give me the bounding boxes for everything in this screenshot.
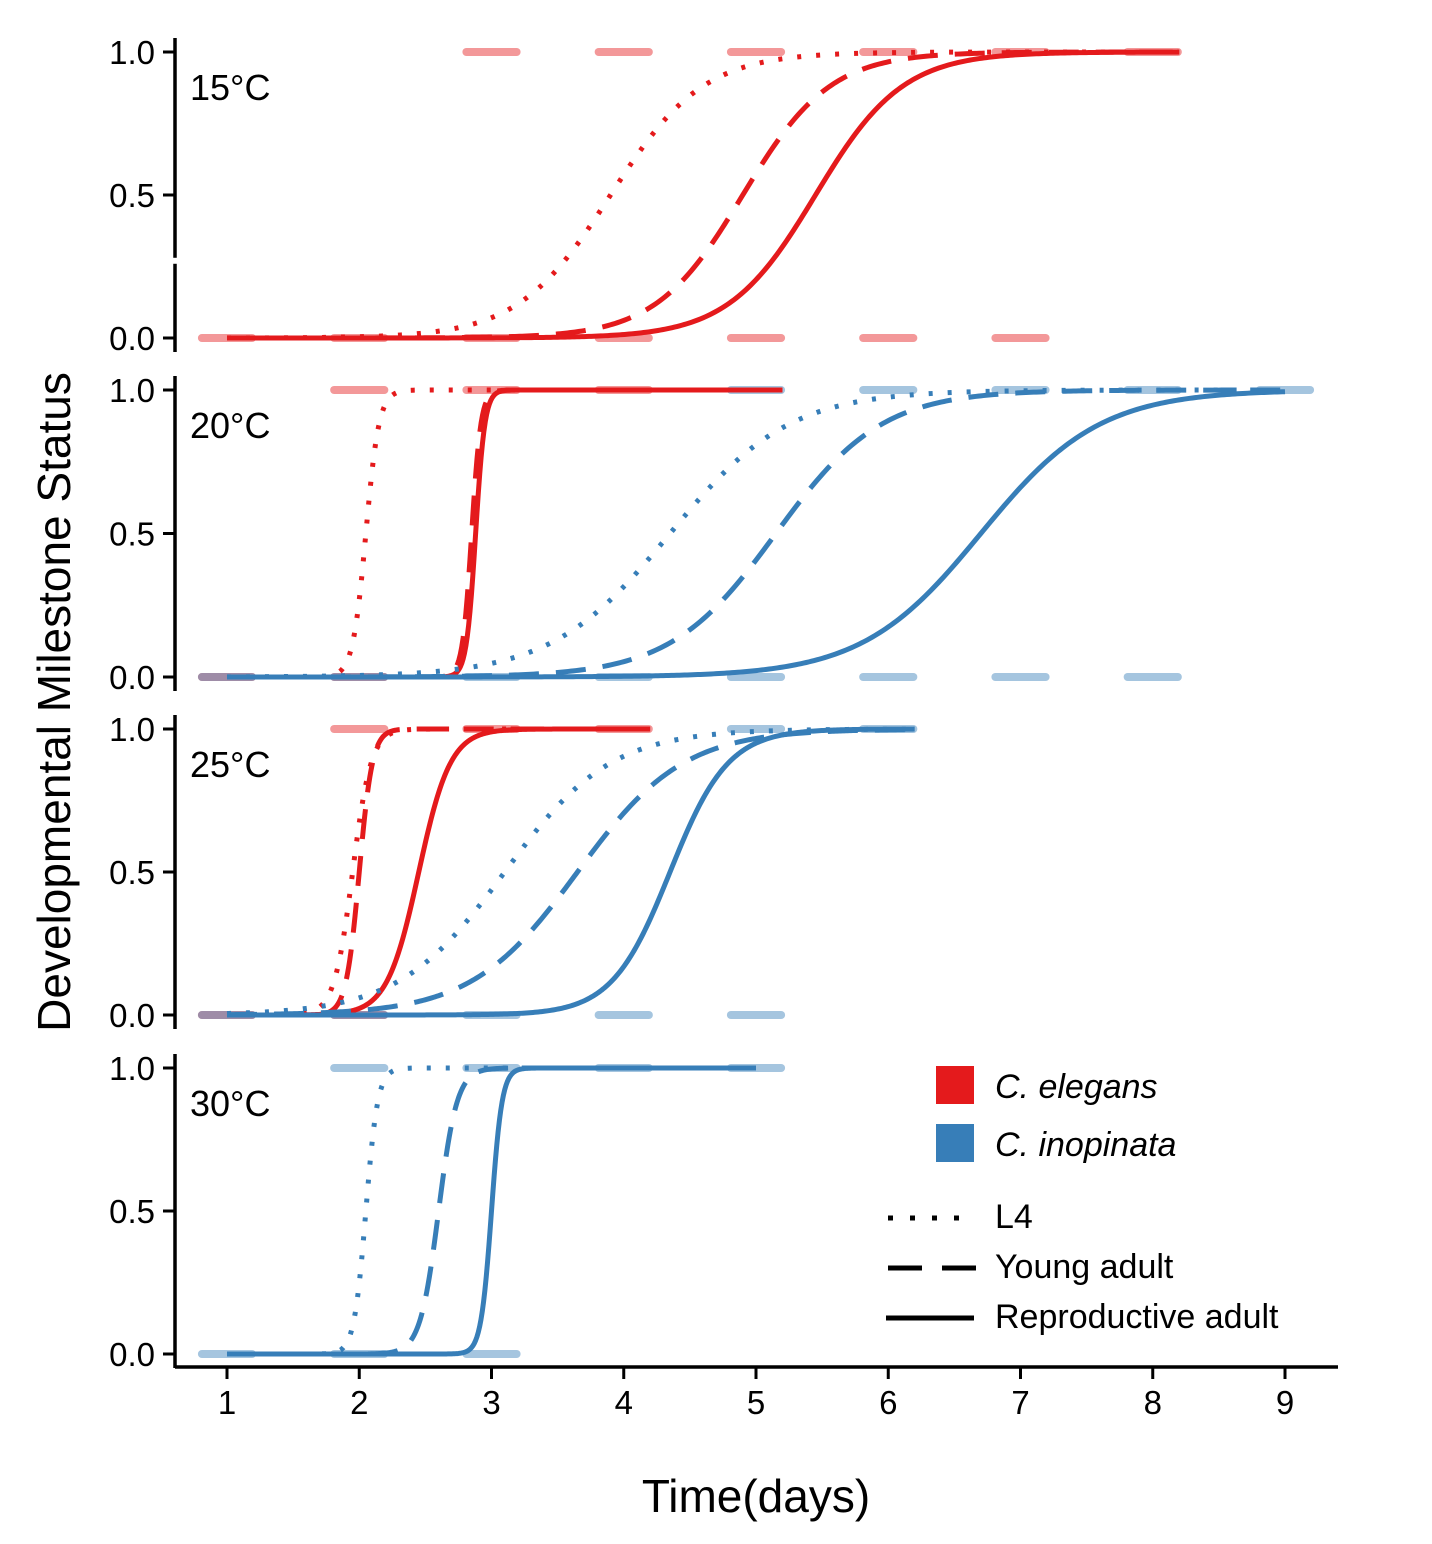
panel-label: 20°C <box>190 405 270 446</box>
x-tick-label: 2 <box>350 1384 368 1421</box>
series-c-inopinata-reproductive-adult <box>227 389 1286 680</box>
panels-layer: 0.00.51.015°C0.00.51.020°C0.00.51.025°C0… <box>109 34 1315 1373</box>
y-tick-label: 1.0 <box>109 711 155 748</box>
legend-label-young-adult: Young adult <box>995 1248 1174 1286</box>
observation-band <box>330 386 389 394</box>
y-tick-label: 1.0 <box>109 1050 155 1087</box>
observation-band <box>594 48 653 56</box>
legend-swatch-c-elegans <box>936 1066 974 1104</box>
y-tick-label: 1.0 <box>109 34 155 71</box>
x-axis: 1 2 3 4 5 6 7 8 9 <box>175 1365 1338 1421</box>
series-c-elegans-l4 <box>225 387 784 680</box>
y-axis-title: Developmental Milestone Status <box>28 372 80 1032</box>
series-c-elegans-l4 <box>226 49 1180 341</box>
x-tick-label: 9 <box>1276 1384 1294 1421</box>
series-c-inopinata-l4 <box>226 387 1285 680</box>
x-tick-label: 4 <box>615 1384 633 1421</box>
observation-band <box>726 1011 786 1019</box>
series-c-elegans-l4 <box>225 726 652 1018</box>
series-c-elegans-young-adult <box>225 387 784 680</box>
x-tick-label: 5 <box>747 1384 765 1421</box>
panel-label: 25°C <box>190 744 270 785</box>
observation-band <box>462 48 521 56</box>
series-c-inopinata-reproductive-adult <box>226 726 916 1018</box>
observation-band <box>991 673 1050 681</box>
observation-band <box>726 673 786 681</box>
series-c-elegans-reproductive-adult <box>226 49 1180 341</box>
observation-band <box>991 334 1050 342</box>
y-tick-label: 0.0 <box>109 320 155 357</box>
observation-band <box>330 725 389 733</box>
observation-band <box>594 1011 653 1019</box>
legend-label-c-inopinata: C. inopinata <box>995 1126 1176 1164</box>
x-tick-label: 6 <box>879 1384 897 1421</box>
series-c-inopinata-young-adult <box>226 726 916 1018</box>
y-tick-label: 1.0 <box>109 372 155 409</box>
y-tick-label: 0.5 <box>109 854 155 891</box>
series-c-inopinata-reproductive-adult <box>225 1065 758 1357</box>
panel-label: 15°C <box>190 67 270 108</box>
observation-band <box>726 48 786 56</box>
x-tick-label: 3 <box>482 1384 500 1421</box>
y-tick-label: 0.5 <box>109 1193 155 1230</box>
observation-band <box>859 386 918 394</box>
x-tick-label: 1 <box>218 1384 236 1421</box>
observation-band <box>726 334 786 342</box>
x-tick-label: 7 <box>1011 1384 1029 1421</box>
panel-15-c: 0.0 0.5 1.0 15°C <box>109 34 1182 357</box>
observation-band <box>462 1350 521 1358</box>
observation-band <box>859 673 918 681</box>
y-tick-label: 0.0 <box>109 1336 155 1373</box>
y-tick-label: 0.5 <box>109 177 155 214</box>
observation-band <box>330 1064 389 1072</box>
y-tick-label: 0.0 <box>109 997 155 1034</box>
observation-band <box>726 725 786 733</box>
series-c-elegans-young-adult <box>226 49 1180 341</box>
panel-25-c: 0.0 0.5 1.0 25°C <box>109 711 918 1034</box>
series-c-elegans-young-adult <box>225 726 652 1018</box>
observation-band <box>1123 673 1182 681</box>
legend: C. elegans C. inopinata L4 Young adult R… <box>886 1066 1279 1336</box>
series-c-elegans-reproductive-adult <box>225 387 784 680</box>
panel-label: 30°C <box>190 1083 270 1124</box>
panel-30-c: 0.0 0.5 1.0 30°C <box>109 1050 786 1373</box>
series-c-inopinata-l4 <box>226 726 916 1017</box>
x-tick-label: 8 <box>1144 1384 1162 1421</box>
panel-20-c: 0.0 0.5 1.0 20°C <box>109 372 1315 696</box>
legend-label-reproductive-adult: Reproductive adult <box>995 1298 1279 1336</box>
x-axis-title: Time(days) <box>642 1470 870 1522</box>
legend-label-c-elegans: C. elegans <box>995 1068 1158 1106</box>
legend-label-l4: L4 <box>995 1198 1033 1236</box>
observation-band <box>859 48 918 56</box>
observation-band <box>859 334 918 342</box>
series-c-inopinata-young-adult <box>227 387 1285 680</box>
series-c-elegans-reproductive-adult <box>225 726 652 1018</box>
y-tick-label: 0.0 <box>109 659 155 696</box>
legend-swatch-c-inopinata <box>936 1124 974 1162</box>
y-tick-label: 0.5 <box>109 516 155 553</box>
